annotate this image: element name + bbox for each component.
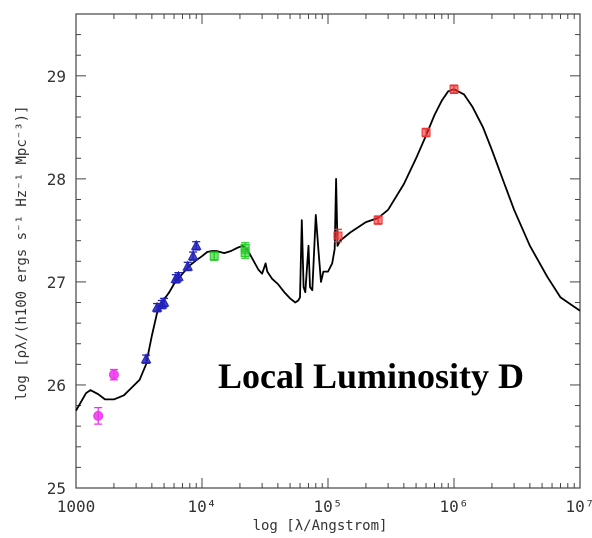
y-tick-label: 28	[47, 170, 66, 189]
axis-ticks	[75, 13, 581, 489]
data-point	[190, 239, 202, 250]
tick-labels: 1000 10⁴ 10⁵ 10⁶ 10⁷ 25 26 27 28 29	[47, 67, 592, 516]
x-tick-label: 10⁵	[314, 497, 343, 516]
data-point	[182, 260, 194, 271]
data-point	[209, 252, 219, 261]
data-point	[373, 216, 383, 225]
data-point	[333, 231, 343, 240]
y-tick-label: 25	[47, 479, 66, 498]
overlay-annotation: Local Luminosity D	[218, 356, 524, 396]
y-tick-label: 26	[47, 376, 66, 395]
model-curve	[75, 88, 581, 412]
x-tick-label: 10⁶	[440, 497, 469, 516]
x-axis-label: log [λ/Angstrom]	[253, 518, 388, 534]
data-point	[93, 410, 104, 421]
data-points	[93, 84, 459, 425]
data-point	[421, 128, 431, 137]
plot-frame	[75, 13, 581, 489]
data-point	[158, 296, 170, 307]
plot-border	[75, 13, 581, 489]
y-axis-label: log [ρλ/(h100 ergs s⁻¹ Hz⁻¹ Mpc⁻³)]	[14, 105, 30, 400]
y-tick-label: 29	[47, 67, 66, 86]
x-tick-label: 10⁷	[566, 497, 592, 516]
data-point	[173, 270, 184, 281]
sed-model-line	[75, 88, 581, 412]
data-point	[240, 249, 250, 258]
data-point	[140, 353, 152, 364]
x-tick-label: 10⁴	[188, 497, 217, 516]
y-tick-label: 27	[47, 273, 66, 292]
x-tick-label: 1000	[57, 497, 96, 516]
data-point	[108, 369, 119, 380]
data-point	[449, 85, 459, 94]
data-point	[187, 250, 199, 261]
